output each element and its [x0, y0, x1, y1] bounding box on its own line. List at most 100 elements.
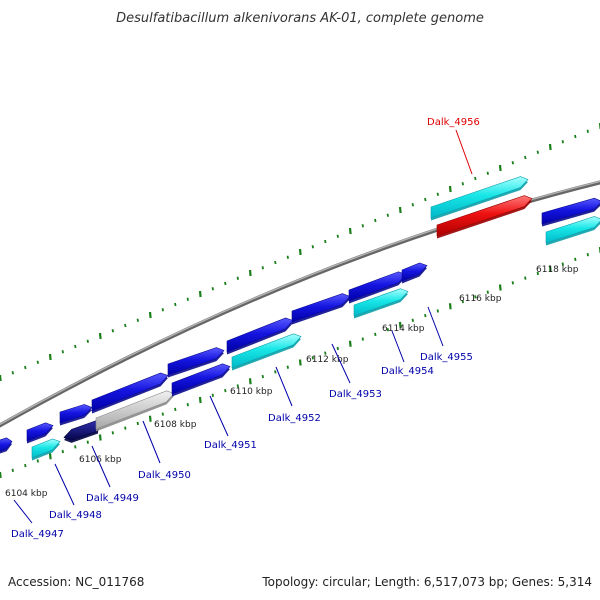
- tick-inner-17: [211, 393, 214, 397]
- leader-dalk-4956: [455, 129, 473, 175]
- tick-outer-6: [74, 344, 77, 349]
- tick-outer-42: [524, 155, 527, 160]
- gene-dalk-4955[interactable]: [401, 262, 428, 282]
- tick-inner-38: [474, 295, 477, 299]
- tick-outer-36: [448, 185, 452, 193]
- label-dalk-4954[interactable]: Dalk_4954: [381, 366, 434, 377]
- tick-inner-44: [548, 265, 552, 272]
- tick-outer-11: [136, 318, 139, 322]
- tick-outer-31: [386, 213, 389, 217]
- tick-outer-46: [574, 134, 577, 139]
- tick-outer-30: [374, 218, 377, 223]
- label-dalk-4951[interactable]: Dalk_4951: [204, 440, 257, 451]
- tick-outer-24: [298, 248, 302, 256]
- leader-dalk-4947: [13, 499, 33, 524]
- tick-label-6118: 6118 kbp: [536, 265, 579, 275]
- leader-dalk-4953: [331, 343, 351, 384]
- label-dalk-4949[interactable]: Dalk_4949: [86, 493, 139, 504]
- leader-dalk-4949: [91, 445, 111, 488]
- tick-inner-47: [586, 253, 589, 257]
- label-dalk-4956[interactable]: Dalk_4956: [427, 117, 480, 128]
- gene-dalk-4949-top[interactable]: [59, 404, 93, 424]
- tick-inner-37: [461, 299, 464, 304]
- tick-outer-12: [148, 311, 152, 319]
- label-dalk-4950[interactable]: Dalk_4950: [138, 470, 191, 481]
- tick-inner-5: [61, 449, 64, 454]
- gene-dalk-4951[interactable]: [171, 363, 231, 395]
- tick-inner-30: [374, 332, 377, 337]
- gene-right-top[interactable]: [541, 197, 600, 225]
- tick-inner-22: [274, 370, 277, 374]
- tick-inner-2: [24, 463, 27, 468]
- tick-outer-19: [236, 276, 239, 280]
- backbone: [0, 180, 600, 428]
- gene-dalk-4956[interactable]: [436, 195, 533, 237]
- gene-features: [0, 176, 600, 461]
- leader-dalk-4951: [209, 395, 229, 437]
- leader-dalk-4948: [54, 463, 75, 506]
- tick-outer-32: [398, 206, 402, 214]
- gene-dalk-4956-top[interactable]: [430, 176, 529, 219]
- tick-inner-14: [174, 407, 177, 412]
- tick-outer-21: [261, 266, 264, 270]
- tick-outer-17: [211, 287, 214, 291]
- gene-dalk-4954[interactable]: [353, 288, 409, 317]
- tick-outer-1: [11, 371, 14, 375]
- tick-outer-18: [224, 281, 227, 286]
- tick-inner-3: [36, 459, 39, 463]
- tick-inner-10: [124, 426, 127, 430]
- tick-inner-15: [186, 403, 189, 407]
- tick-outer-40: [498, 164, 502, 172]
- gene-dalk-4950-top[interactable]: [91, 372, 169, 412]
- tick-inner-23: [286, 365, 289, 369]
- gene-dalk-4952-top[interactable]: [226, 317, 294, 353]
- tick-inner-34: [424, 313, 427, 318]
- tick-inner-0: [0, 471, 2, 479]
- tick-outer-22: [274, 260, 277, 265]
- tick-inner-32: [398, 321, 402, 329]
- tick-inner-36: [448, 303, 452, 310]
- genome-summary-text: Topology: circular; Length: 6,517,073 bp…: [261, 575, 592, 589]
- tick-label-6110: 6110 kbp: [230, 387, 273, 397]
- tick-outer-7: [86, 339, 89, 343]
- tick-outer-0: [0, 374, 2, 382]
- tick-outer-15: [186, 297, 189, 301]
- label-dalk-4955[interactable]: Dalk_4955: [420, 352, 473, 363]
- tick-labels: 6104 kbp 6106 kbp 6108 kbp 6110 kbp 6112…: [5, 265, 579, 499]
- tick-outer-16: [198, 290, 202, 298]
- tick-inner-21: [261, 374, 264, 379]
- tick-inner-40: [498, 284, 502, 291]
- gene-dalk-4953[interactable]: [291, 293, 351, 323]
- tick-inner-4: [48, 453, 52, 460]
- tick-label-6116: 6116 kbp: [459, 294, 502, 304]
- tick-label-6108: 6108 kbp: [154, 420, 197, 430]
- leader-dalk-4952: [275, 366, 293, 407]
- tick-outer-47: [586, 129, 589, 133]
- gene-dalk-4950[interactable]: [95, 390, 175, 430]
- gene-dalk-4948-top[interactable]: [26, 422, 54, 442]
- tick-inner-33: [411, 318, 414, 322]
- accession-text: Accession: NC_011768: [8, 575, 144, 589]
- tick-inner-46: [574, 257, 577, 262]
- tick-outer-5: [61, 350, 64, 354]
- label-dalk-4947[interactable]: Dalk_4947: [11, 529, 64, 540]
- label-dalk-4948[interactable]: Dalk_4948: [49, 510, 102, 521]
- tick-outer-37: [461, 182, 464, 186]
- tick-outer-14: [174, 302, 177, 307]
- tick-label-6112: 6112 kbp: [306, 355, 349, 365]
- label-dalk-4953[interactable]: Dalk_4953: [329, 389, 382, 400]
- gene-dalk-4952[interactable]: [231, 333, 302, 369]
- gene-dalk-4948[interactable]: [31, 438, 61, 459]
- tick-inner-6: [74, 445, 77, 449]
- tick-outer-10: [124, 323, 127, 328]
- gene-far-left[interactable]: [0, 437, 13, 453]
- tick-outer-9: [111, 329, 114, 333]
- label-dalk-4952[interactable]: Dalk_4952: [268, 413, 321, 424]
- tick-inner-9: [111, 431, 114, 435]
- gene-dalk-4951-top[interactable]: [167, 347, 225, 376]
- gene-dalk-4949[interactable]: [63, 419, 99, 441]
- tick-outer-33: [411, 203, 414, 207]
- gene-right[interactable]: [545, 216, 600, 244]
- tick-outer-43: [536, 150, 539, 154]
